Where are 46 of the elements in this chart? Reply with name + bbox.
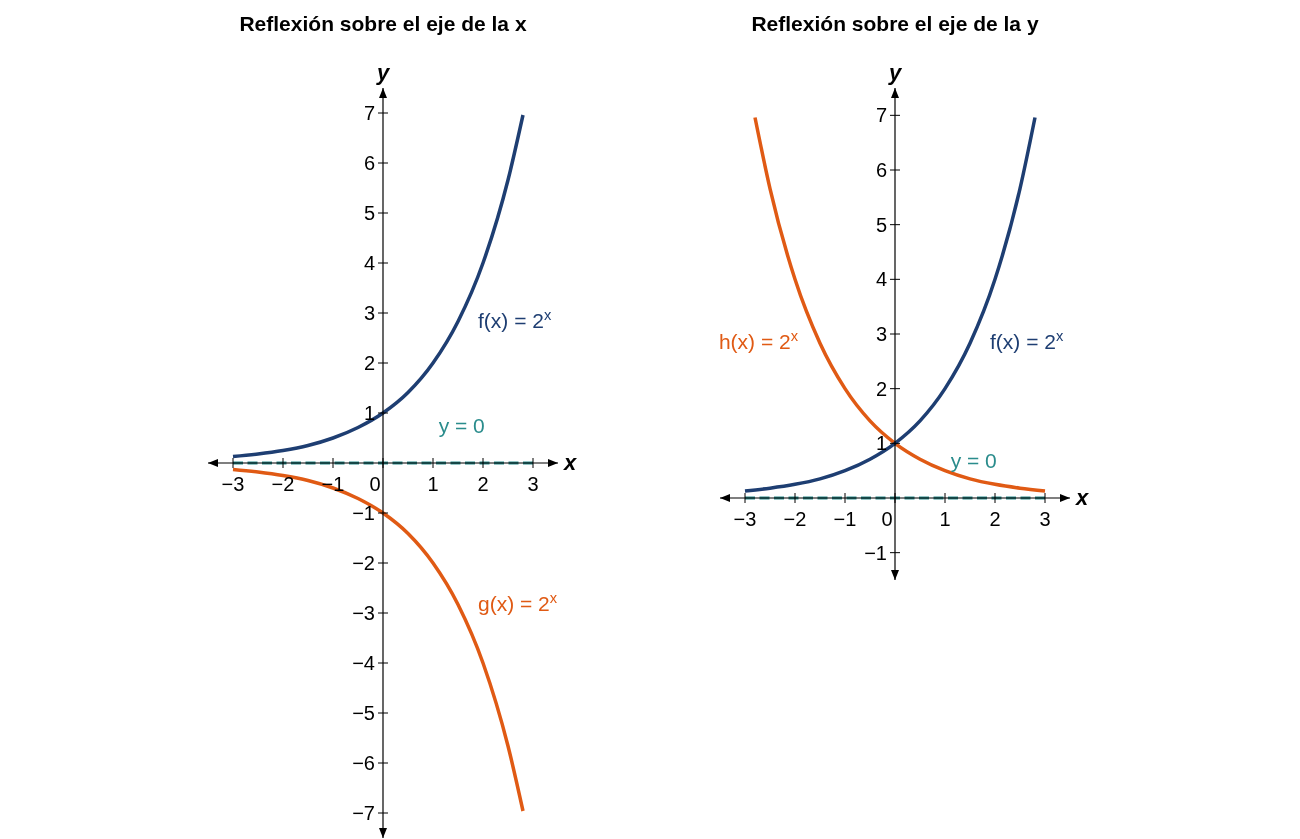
series-label: h(x) = 2$^{x}$ [718,328,799,354]
x-tick-label: 3 [527,473,539,495]
x-tick-label: −3 [221,473,245,495]
chart-title: Reflexión sobre el eje de la y [750,12,1040,36]
x-tick-label: −3 [733,508,757,530]
y-tick-label: 6 [875,159,887,181]
y-tick-label: 1 [363,402,375,424]
y-tick-label: 5 [875,213,887,236]
x-tick-label: 2 [477,473,489,495]
y-tick-label: −5 [352,702,375,724]
chart-title: Reflexión sobre el eje de la x [238,12,528,36]
series-label: f(x) = 2$^{x}$ [478,306,552,332]
y-tick-label: 7 [875,104,887,127]
series-label: g(x) = 2$^{x}$ [478,589,558,615]
y-tick-label: −3 [352,602,375,624]
y-tick-label: 2 [363,352,375,374]
x-tick-label: 3 [1039,508,1051,530]
y-tick-label: 2 [875,377,887,400]
y-tick-label: 3 [363,302,375,324]
y-tick-label: 4 [875,268,887,291]
y-tick-label: −7 [352,802,375,824]
y-tick-label: 6 [363,152,375,174]
y-tick-label: 7 [363,102,375,124]
y-tick-label: 3 [875,323,887,345]
x-tick-label: −1 [833,508,857,530]
series-label: f(x) = 2$^{x}$ [990,328,1064,354]
y-tick-label: 1 [875,432,887,455]
y-tick-label: −6 [352,752,375,774]
y-axis-title: y [887,60,903,85]
x-tick-label: 1 [427,473,439,495]
x-tick-label: −2 [271,473,295,495]
x-axis-title: x [563,450,577,475]
x-tick-label: −2 [783,508,807,530]
y-tick-label: −1 [864,541,887,564]
x-tick-label: 2 [989,508,1001,530]
series-label: y = 0 [438,414,485,437]
x-tick-label: 0 [881,508,893,530]
y-tick-label: 5 [363,202,375,224]
x-axis-title: x [1075,485,1089,510]
series-label: y = 0 [950,449,997,472]
y-axis-title: y [375,60,391,85]
x-tick-label: 0 [369,473,381,495]
x-tick-label: 1 [939,508,951,530]
y-tick-label: −2 [352,552,375,574]
y-tick-label: 4 [363,252,375,274]
y-tick-label: −4 [352,652,375,674]
